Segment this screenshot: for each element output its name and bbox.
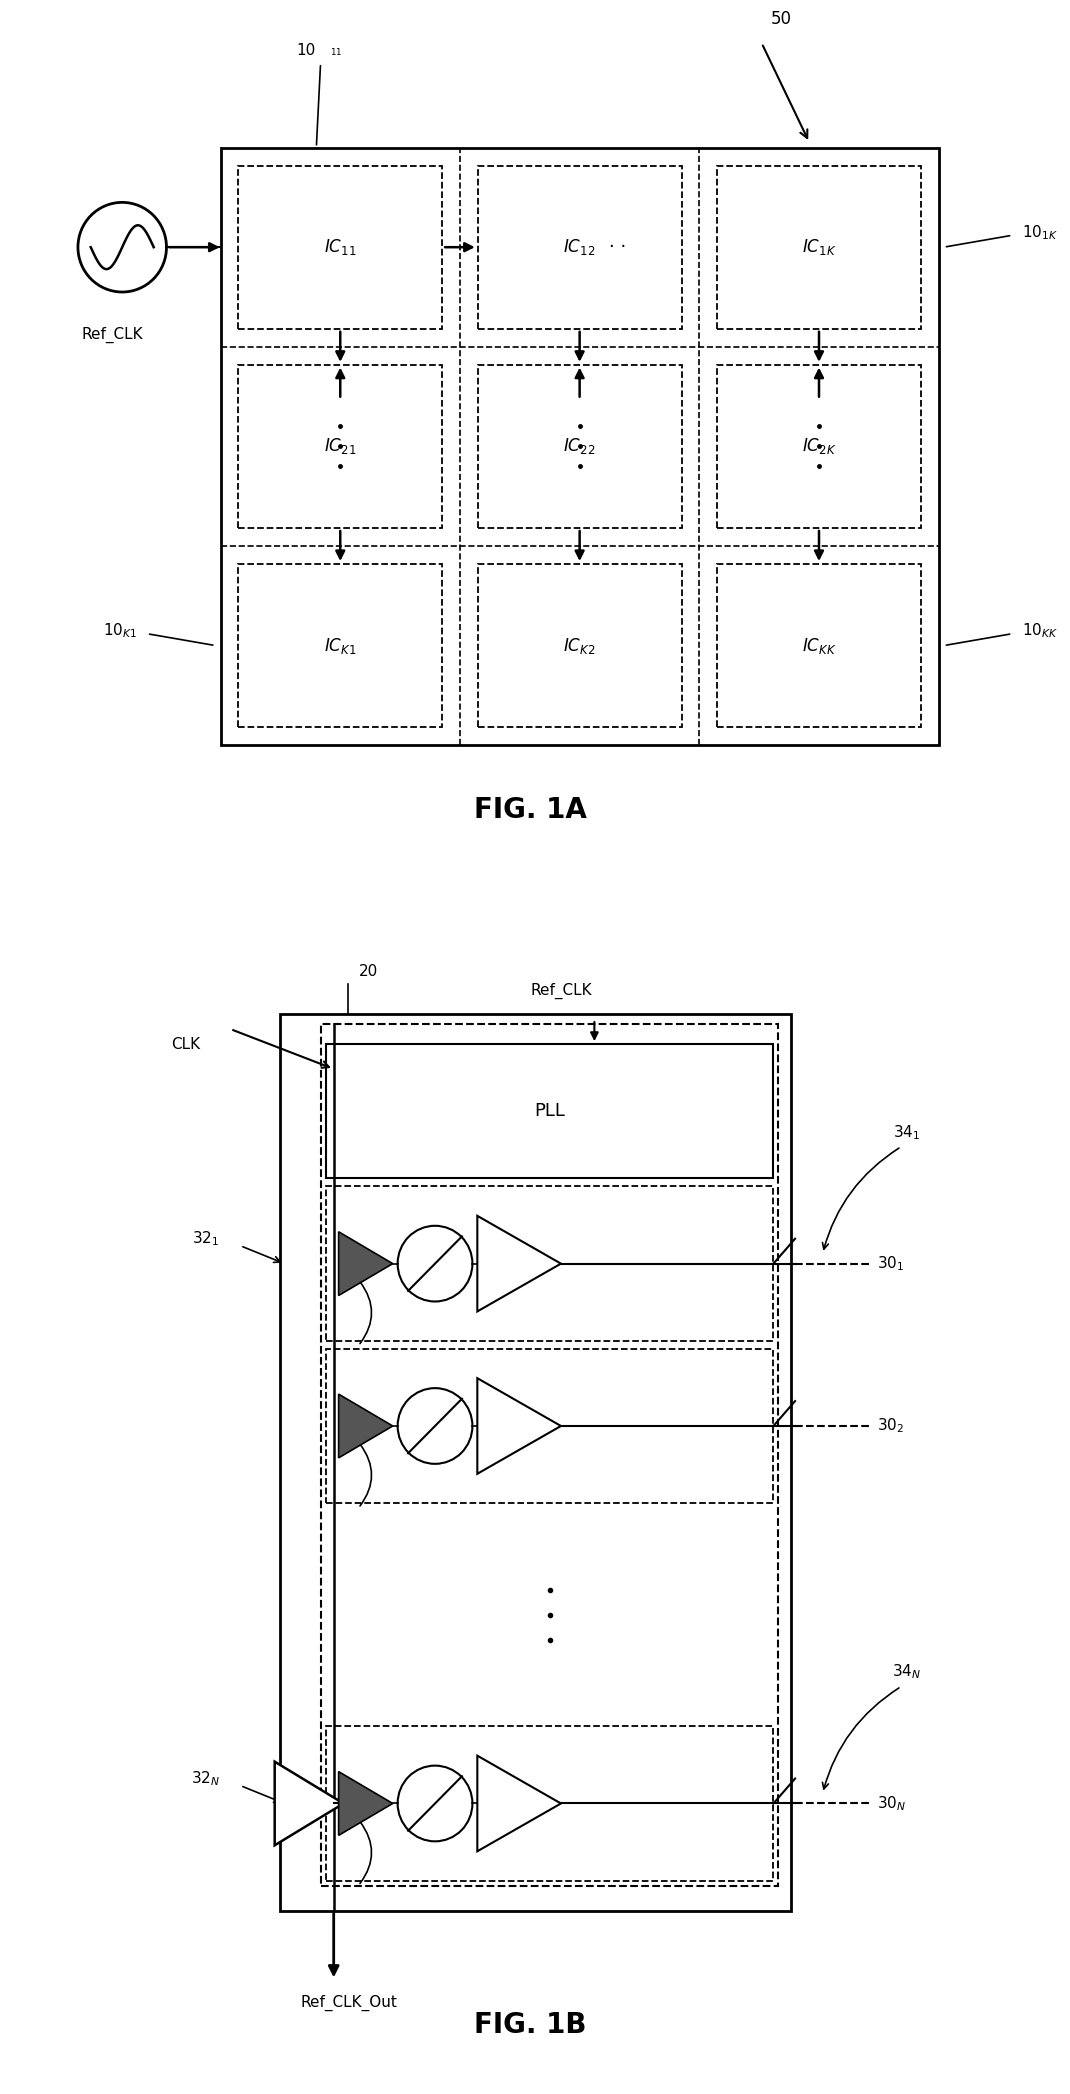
Polygon shape (338, 1395, 393, 1457)
Polygon shape (338, 1231, 393, 1296)
Text: 10$_{1K}$: 10$_{1K}$ (1022, 222, 1058, 241)
Text: 34$_1$: 34$_1$ (892, 1122, 920, 1141)
Text: IC$_{12}$: IC$_{12}$ (564, 237, 596, 258)
Text: 30$_1$: 30$_1$ (876, 1254, 904, 1273)
Bar (326, 1045, 774, 1179)
Text: 30$_N$: 30$_N$ (876, 1795, 906, 1813)
Polygon shape (338, 1772, 393, 1834)
Text: FIG. 1B: FIG. 1B (474, 2010, 586, 2040)
Polygon shape (477, 1217, 561, 1311)
Text: 20: 20 (358, 963, 378, 980)
Text: IC$_{2K}$: IC$_{2K}$ (801, 436, 837, 456)
Polygon shape (477, 1755, 561, 1851)
Text: Ref_CLK: Ref_CLK (530, 982, 592, 999)
Bar (477, 563, 682, 727)
Bar (326, 1725, 774, 1880)
Polygon shape (275, 1761, 343, 1845)
Text: IC$_{11}$: IC$_{11}$ (324, 237, 356, 258)
Text: IC$_{1K}$: IC$_{1K}$ (801, 237, 837, 258)
Bar (326, 1187, 774, 1340)
Polygon shape (477, 1378, 561, 1474)
Text: IC$_{21}$: IC$_{21}$ (324, 436, 356, 456)
Text: 30$_2$: 30$_2$ (876, 1418, 904, 1434)
Bar (220, 147, 938, 745)
Text: IC$_{K2}$: IC$_{K2}$ (563, 637, 596, 655)
Bar (326, 1349, 774, 1503)
Text: 32$_N$: 32$_N$ (192, 1769, 220, 1788)
Text: IC$_{K1}$: IC$_{K1}$ (324, 637, 356, 655)
Text: CLK: CLK (171, 1037, 201, 1051)
Text: PLL: PLL (534, 1101, 565, 1120)
Text: 34$_N$: 34$_N$ (891, 1663, 921, 1681)
Bar (477, 165, 682, 329)
Text: IC$_{22}$: IC$_{22}$ (564, 436, 596, 456)
Bar (321, 1024, 778, 1887)
Text: IC$_{KK}$: IC$_{KK}$ (801, 637, 837, 655)
Text: Ref_CLK: Ref_CLK (81, 327, 143, 343)
Text: · ·: · · (609, 239, 626, 255)
Bar (717, 563, 921, 727)
Text: 10$_{KK}$: 10$_{KK}$ (1022, 622, 1058, 641)
Text: Ref_CLK_Out: Ref_CLK_Out (300, 1996, 397, 2012)
Bar (279, 1013, 791, 1910)
Text: 10$_{K1}$: 10$_{K1}$ (103, 622, 137, 641)
Text: 50: 50 (770, 10, 792, 27)
Bar (239, 563, 442, 727)
Bar (239, 165, 442, 329)
Text: $_{11}$: $_{11}$ (331, 44, 342, 59)
Text: 32$_1$: 32$_1$ (193, 1229, 219, 1248)
Bar (239, 364, 442, 528)
Bar (477, 364, 682, 528)
Bar (717, 165, 921, 329)
Bar (717, 364, 921, 528)
Text: FIG. 1A: FIG. 1A (474, 796, 586, 823)
Text: 10: 10 (296, 44, 316, 59)
